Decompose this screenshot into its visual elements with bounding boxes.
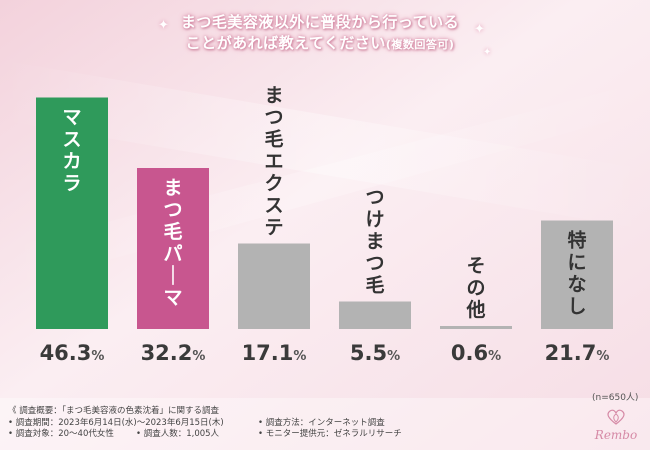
chart-title: まつ毛美容液以外に普段から行っている ことがあれば教えてください(複数回答可) — [165, 12, 475, 55]
brand-logo-text: Rembo — [594, 428, 638, 442]
value-label-2: 17.1% — [242, 341, 307, 365]
title-line-2-main: ことがあれば教えてください — [185, 34, 386, 52]
category-label-1: まつ毛パ｜マ — [163, 177, 182, 309]
bar-4 — [440, 326, 512, 329]
brand-logo: Rembo — [588, 408, 644, 442]
heart-lotus-icon — [607, 409, 625, 425]
category-label-5: 特になし — [567, 230, 586, 318]
value-label-1: 32.2% — [141, 341, 206, 365]
category-label-2: まつ毛エクステ — [264, 85, 283, 239]
survey-method: • 調査方法：インターネット調査 — [258, 417, 385, 428]
title-line-2: ことがあれば教えてください(複数回答可) — [165, 33, 475, 55]
bar-2 — [238, 243, 310, 329]
survey-count: • 調査人数：1,005人 — [136, 429, 220, 439]
sparkle-icon: ✦ — [474, 22, 485, 37]
title-line-1: まつ毛美容液以外に普段から行っている — [180, 13, 460, 31]
sparkle-icon: ✦ — [158, 18, 169, 33]
value-label-3: 5.5% — [350, 341, 400, 365]
survey-notes: 《 調査概要：「まつ毛美容液の色素沈着」に関する調査 • 調査期間：2023年6… — [8, 406, 568, 441]
category-label-0: マスカラ — [62, 107, 81, 195]
survey-overview: 《 調査概要：「まつ毛美容液の色素沈着」に関する調査 — [8, 406, 219, 416]
value-label-0: 46.3% — [40, 341, 105, 365]
category-label-3: つけまつ毛 — [365, 187, 384, 297]
value-label-5: 21.7% — [545, 341, 610, 365]
sparkle-icon: ✦ — [483, 47, 492, 58]
sample-size-note: (n=650人) — [592, 393, 639, 403]
value-label-4: 0.6% — [451, 341, 501, 365]
title-line-2-note: (複数回答可) — [385, 38, 455, 51]
category-label-4: その他 — [465, 255, 485, 321]
bar-1 — [137, 168, 209, 329]
bar-0 — [36, 97, 108, 329]
survey-provider: • モニター提供元：ゼネラルリサーチ — [258, 429, 402, 439]
survey-period: • 調査期間：2023年6月14日(水)〜2023年6月15日(木) — [8, 417, 224, 428]
survey-target: • 調査対象：20〜40代女性 — [8, 429, 114, 439]
bar-3 — [339, 301, 411, 329]
bar-5 — [541, 220, 613, 329]
